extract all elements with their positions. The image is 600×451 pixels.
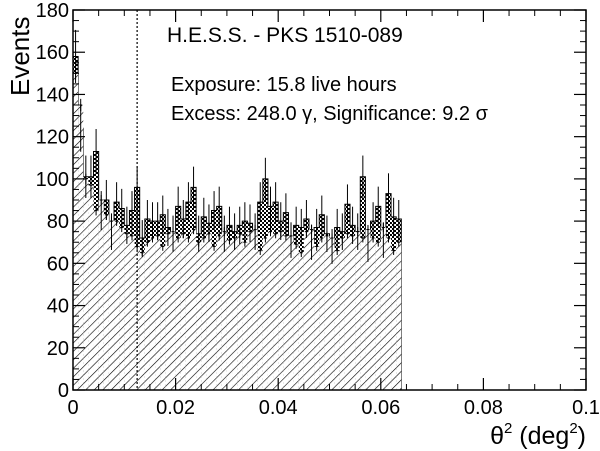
off-bar bbox=[308, 229, 315, 390]
off-bar bbox=[283, 235, 289, 390]
off-bar bbox=[242, 242, 248, 390]
off-bar bbox=[180, 233, 186, 390]
y-tick-label: 140 bbox=[36, 84, 69, 106]
x-axis-label-unit-sup: 2 bbox=[569, 420, 577, 437]
x-tick-label: 0.06 bbox=[361, 397, 400, 419]
off-bar bbox=[360, 238, 366, 390]
y-tick-label: 100 bbox=[36, 169, 69, 191]
exposure-annotation: Exposure: 15.8 live hours bbox=[171, 74, 397, 96]
off-bar bbox=[319, 238, 325, 390]
x-axis-label-base: θ bbox=[490, 422, 504, 450]
x-tick-label: 0.02 bbox=[156, 397, 195, 419]
off-bar bbox=[298, 252, 304, 390]
off-bar bbox=[226, 240, 233, 390]
y-tick-label: 0 bbox=[58, 380, 69, 402]
y-tick-label: 120 bbox=[36, 127, 69, 149]
off-bar bbox=[155, 235, 161, 390]
off-bar bbox=[98, 200, 104, 390]
off-bar bbox=[293, 244, 299, 390]
off-bar bbox=[165, 233, 171, 390]
x-axis-label-unit-close: ) bbox=[578, 422, 586, 450]
x-tick-label: 0.08 bbox=[464, 397, 503, 419]
off-bar bbox=[175, 238, 181, 390]
off-bar bbox=[93, 210, 99, 390]
off-bar bbox=[124, 233, 130, 390]
off-bar bbox=[288, 235, 294, 390]
y-tick-label: 60 bbox=[47, 253, 69, 275]
off-markers bbox=[74, 66, 401, 258]
off-bar bbox=[201, 238, 207, 390]
off-bar bbox=[273, 233, 279, 390]
off-bar bbox=[129, 235, 135, 390]
off-bar bbox=[237, 233, 243, 390]
off-bar bbox=[257, 250, 263, 390]
off-bar bbox=[216, 235, 222, 390]
x-axis-label-sup: 2 bbox=[504, 420, 512, 437]
off-bar bbox=[303, 231, 309, 390]
off-bar bbox=[267, 231, 274, 390]
off-bar bbox=[160, 246, 166, 390]
off-bar bbox=[221, 231, 227, 390]
x-axis-label: θ2 (deg2) bbox=[490, 420, 586, 450]
off-bar bbox=[350, 235, 356, 390]
off-bar bbox=[380, 227, 386, 390]
x-axis-label-unit-open: (deg bbox=[512, 422, 569, 450]
off-bar bbox=[185, 238, 191, 390]
off-bar bbox=[344, 233, 351, 390]
off-bar bbox=[190, 229, 197, 390]
y-tick-label: 160 bbox=[36, 42, 69, 64]
off-bar bbox=[170, 231, 176, 390]
off-bar bbox=[329, 238, 335, 390]
y-tick-label: 20 bbox=[47, 338, 69, 360]
x-axis: 0 0.02 0.04 0.06 0.08 0.1 bbox=[67, 10, 600, 419]
off-bar bbox=[278, 231, 284, 390]
y-axis: 0 20 40 60 80 100 120 140 160 180 bbox=[36, 0, 586, 402]
off-bar bbox=[78, 105, 84, 390]
off-bar bbox=[232, 238, 238, 390]
off-bar bbox=[211, 246, 217, 390]
y-axis-label: Events bbox=[5, 17, 35, 97]
off-bar bbox=[206, 233, 212, 390]
off-bar bbox=[139, 252, 145, 390]
off-bar bbox=[391, 250, 397, 390]
x-tick-label: 0.1 bbox=[572, 397, 600, 419]
off-bar bbox=[252, 229, 258, 390]
off-bar bbox=[196, 242, 202, 390]
off-bar bbox=[262, 238, 268, 390]
off-bar bbox=[370, 238, 376, 390]
x-tick-label: 0.04 bbox=[259, 397, 298, 419]
off-bar bbox=[324, 235, 330, 390]
y-tick-label: 40 bbox=[47, 296, 69, 318]
off-bar bbox=[88, 185, 94, 390]
off-bar bbox=[375, 242, 381, 390]
off-bar bbox=[247, 231, 253, 390]
off-bar bbox=[365, 229, 371, 390]
off-bar bbox=[103, 214, 109, 390]
off-bar bbox=[334, 250, 340, 390]
off-bar bbox=[108, 221, 115, 390]
y-tick-label: 80 bbox=[47, 211, 69, 233]
excess-annotation: Excess: 248.0 γ, Significance: 9.2 σ bbox=[171, 103, 489, 125]
off-bar bbox=[114, 221, 120, 390]
chart-title: H.E.S.S. - PKS 1510-089 bbox=[167, 24, 403, 47]
off-bar bbox=[149, 238, 156, 390]
off-bar bbox=[339, 238, 345, 390]
off-bar bbox=[83, 178, 89, 390]
off-bar bbox=[355, 231, 361, 390]
y-tick-label: 180 bbox=[36, 0, 69, 22]
off-bar bbox=[119, 227, 125, 390]
off-bar bbox=[314, 246, 320, 390]
off-bar bbox=[396, 242, 402, 390]
off-bar bbox=[385, 238, 392, 390]
x-tick-label: 0 bbox=[67, 397, 78, 419]
off-bar bbox=[144, 242, 150, 390]
